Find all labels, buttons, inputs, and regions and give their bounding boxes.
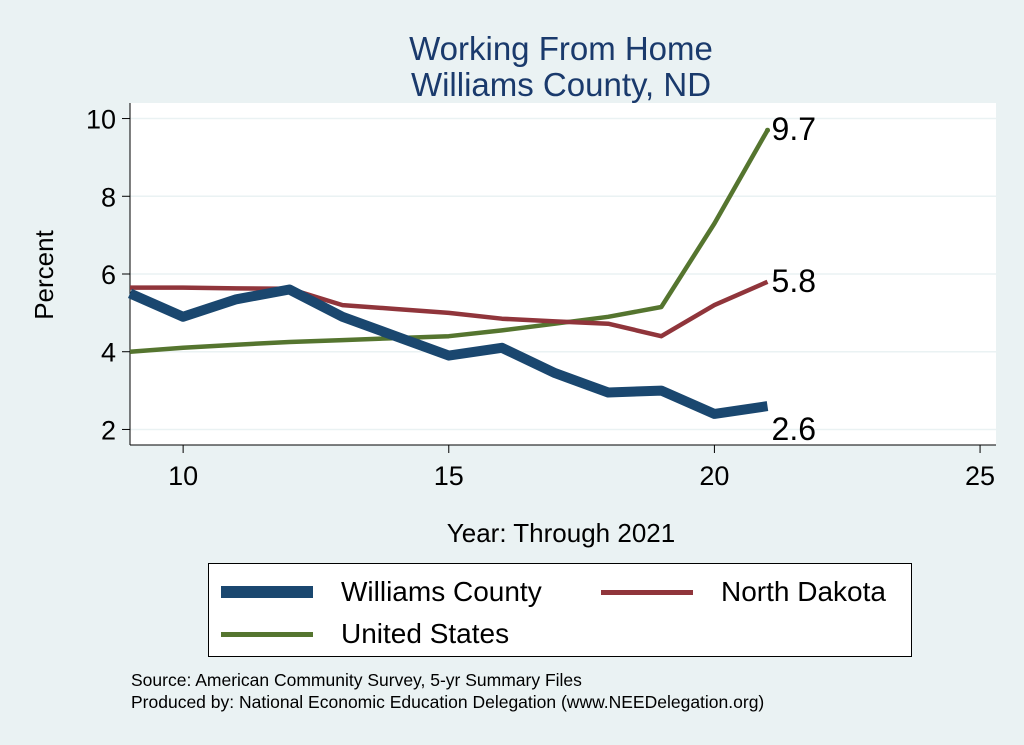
series-lines [127, 129, 770, 419]
legend-swatch-williams-county [221, 586, 313, 598]
x-tick-label: 25 [965, 461, 995, 491]
end-label-williams-county: 2.6 [772, 411, 816, 447]
series-line-williams-county [127, 284, 769, 419]
y-tick-label: 10 [86, 105, 116, 135]
y-tick-label: 6 [101, 260, 116, 290]
end-label-united-states: 9.7 [772, 111, 816, 147]
end-labels: 2.6 5.8 9.7 [765, 111, 816, 447]
legend-item-united-states: United States [221, 616, 509, 652]
legend-label-williams-county: Williams County [341, 576, 542, 607]
legend-item-north-dakota: North Dakota [601, 574, 886, 610]
chart-subtitle: Williams County, ND [411, 66, 711, 103]
x-tick-label: 15 [434, 461, 464, 491]
legend-label-united-states: United States [341, 618, 510, 649]
series-line-north-dakota [130, 279, 769, 339]
legend: Williams County North Dakota United Stat… [208, 563, 912, 657]
x-tick-label: 10 [168, 461, 198, 491]
legend-label-north-dakota: North Dakota [721, 576, 886, 607]
axis-ticks: 2 4 6 8 10 10 15 20 25 [86, 105, 995, 491]
x-tick-label: 20 [699, 461, 729, 491]
series-line-united-states [129, 129, 770, 354]
x-axis-label: Year: Through 2021 [447, 518, 675, 548]
source-note: Source: American Community Survey, 5-yr … [131, 670, 582, 690]
chart-title: Working From Home [409, 30, 713, 67]
end-point-united-states [765, 127, 771, 133]
gridlines [130, 117, 996, 431]
end-label-north-dakota: 5.8 [772, 263, 816, 299]
legend-item-williams-county: Williams County [221, 574, 542, 610]
y-tick-label: 2 [101, 415, 116, 445]
produced-by-note: Produced by: National Economic Education… [131, 692, 765, 712]
y-tick-label: 8 [101, 182, 116, 212]
y-axis-label: Percent [29, 229, 59, 319]
legend-swatch-north-dakota [601, 589, 693, 595]
line-chart: Working From Home Williams County, ND 2 4… [29, 30, 996, 548]
legend-swatch-united-states [221, 631, 313, 637]
y-tick-label: 4 [101, 338, 116, 368]
